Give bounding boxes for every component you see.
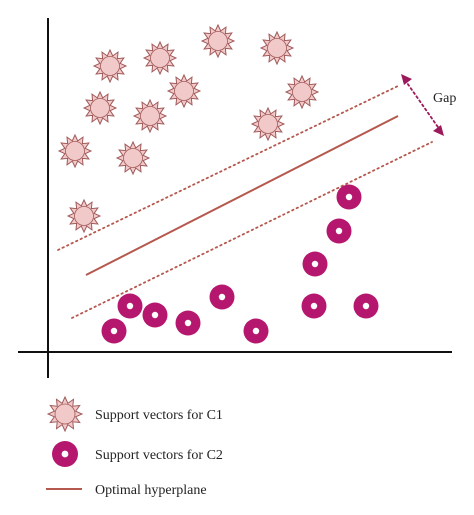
c2-point xyxy=(209,284,235,310)
legend-c1-label: Support vectors for C1 xyxy=(95,408,223,423)
upper-margin-line xyxy=(57,85,399,251)
c1-point xyxy=(142,40,178,76)
c2-point xyxy=(243,318,269,344)
c1-point xyxy=(200,23,236,59)
c1-point xyxy=(250,106,286,142)
c2-point xyxy=(142,302,168,328)
ring-dot-icon xyxy=(52,441,78,467)
c2-point xyxy=(301,293,327,319)
c1-point xyxy=(82,90,118,126)
c2-point xyxy=(117,293,143,319)
c1-points xyxy=(57,23,320,234)
c1-point xyxy=(259,30,295,66)
lower-margin-line xyxy=(71,141,433,319)
c1-point xyxy=(92,48,128,84)
c2-point xyxy=(302,251,328,277)
gap-label: Gap xyxy=(433,91,456,106)
c1-point xyxy=(166,73,202,109)
c1-point xyxy=(66,198,102,234)
optimal-hyperplane xyxy=(85,115,399,276)
legend: Support vectors for C1 Support vectors f… xyxy=(46,395,223,498)
c1-point xyxy=(284,74,320,110)
c2-point xyxy=(101,318,127,344)
c2-points xyxy=(101,184,379,344)
c1-point xyxy=(115,140,151,176)
legend-c2-label: Support vectors for C2 xyxy=(95,448,223,463)
legend-hyperplane-label: Optimal hyperplane xyxy=(95,483,207,498)
c2-point xyxy=(326,218,352,244)
c1-point xyxy=(57,133,93,169)
c2-point xyxy=(336,184,362,210)
c1-point xyxy=(132,98,168,134)
c2-point xyxy=(353,293,379,319)
gap-arrow xyxy=(401,74,444,136)
c2-point xyxy=(175,310,201,336)
star-burst-icon xyxy=(46,395,84,433)
